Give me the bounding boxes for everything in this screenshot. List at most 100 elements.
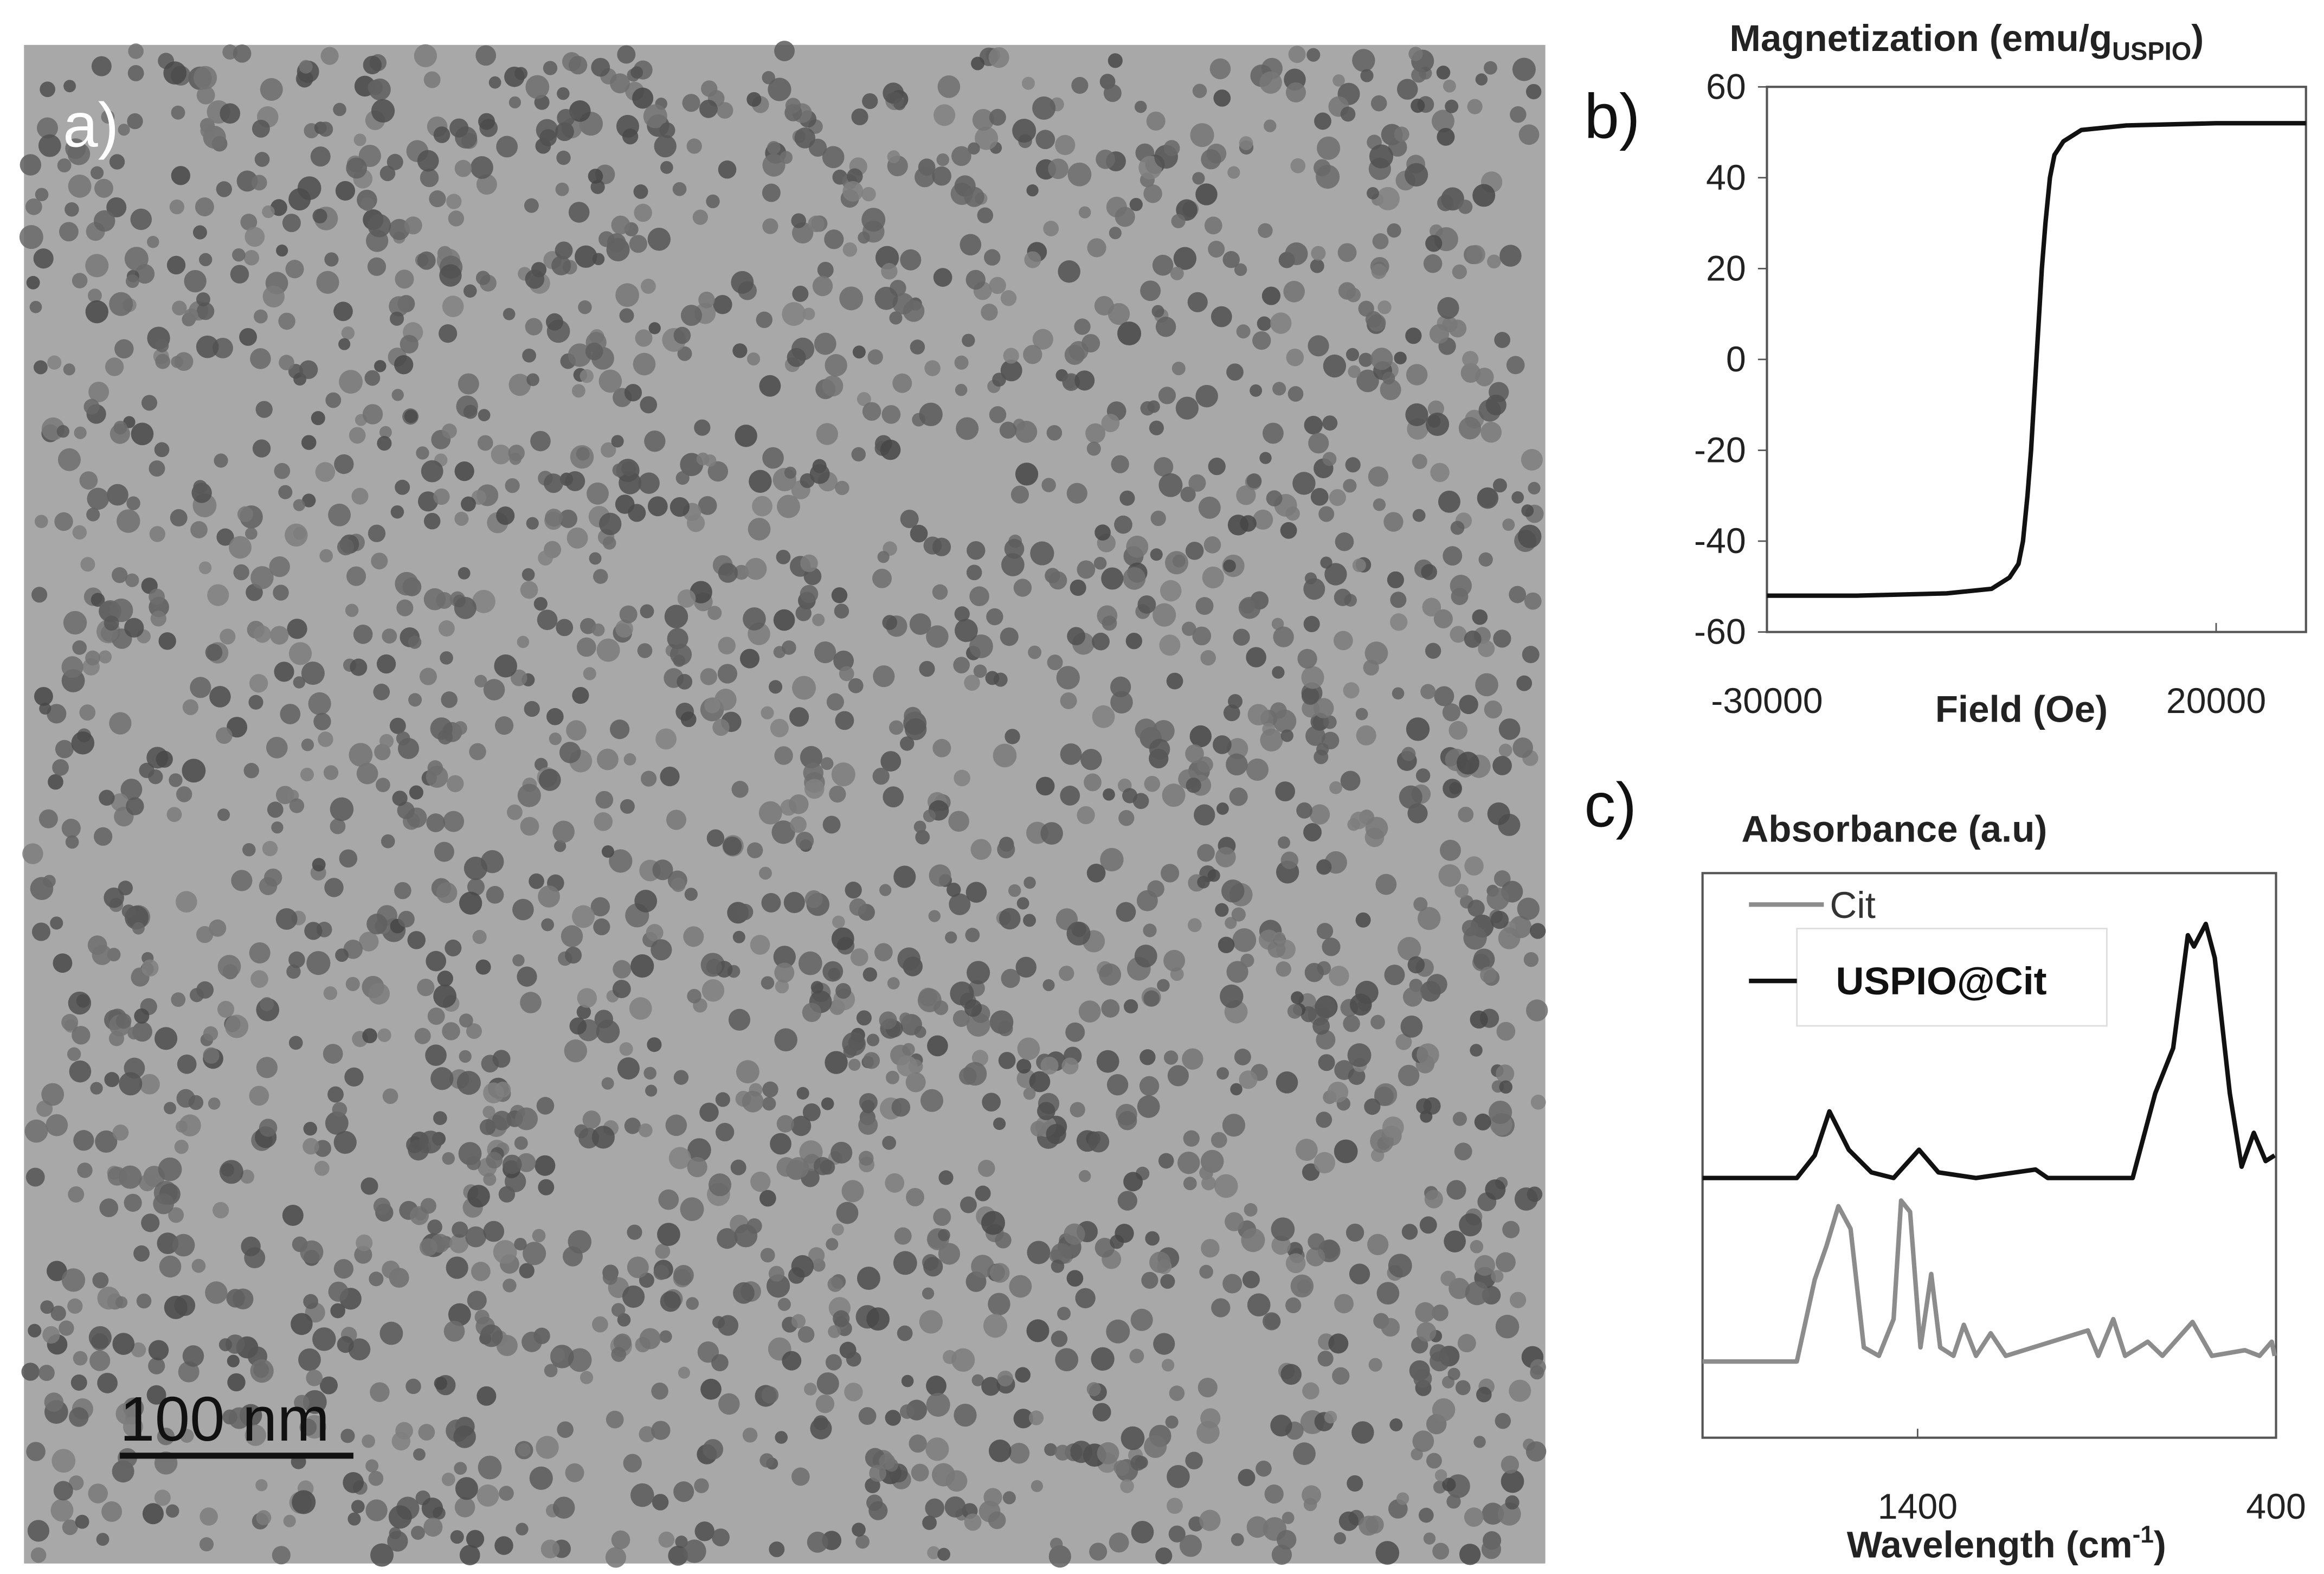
particle bbox=[615, 619, 634, 638]
particle bbox=[1074, 318, 1091, 335]
particle bbox=[1110, 676, 1131, 698]
particle bbox=[377, 1028, 391, 1042]
particle bbox=[981, 1377, 1000, 1396]
particle bbox=[1452, 264, 1467, 279]
particle bbox=[93, 827, 113, 846]
particle bbox=[368, 214, 391, 237]
x-tick-label: 1400 bbox=[1878, 1487, 1958, 1527]
particle bbox=[1002, 1491, 1016, 1505]
particle bbox=[526, 373, 539, 387]
particle bbox=[318, 731, 333, 747]
particle bbox=[549, 733, 562, 746]
particle bbox=[852, 345, 866, 359]
legend-box bbox=[1796, 928, 2108, 1027]
particle bbox=[1211, 1298, 1231, 1318]
particle bbox=[1259, 71, 1282, 94]
particle bbox=[848, 1058, 861, 1071]
particle bbox=[1130, 1308, 1153, 1331]
particle bbox=[389, 717, 406, 734]
particle bbox=[387, 1531, 408, 1552]
particle bbox=[554, 840, 566, 852]
particle bbox=[1288, 46, 1306, 63]
particle bbox=[816, 1372, 839, 1395]
particle bbox=[455, 1477, 478, 1500]
particle bbox=[677, 346, 692, 361]
particle bbox=[147, 235, 159, 248]
particle bbox=[1443, 546, 1463, 566]
particle bbox=[1023, 876, 1036, 889]
particle bbox=[711, 1354, 729, 1372]
particle bbox=[640, 396, 658, 414]
particle bbox=[40, 1300, 54, 1314]
particle bbox=[429, 190, 446, 208]
particle bbox=[899, 736, 915, 751]
particle bbox=[1058, 260, 1080, 283]
particle bbox=[812, 275, 833, 297]
particle bbox=[748, 518, 771, 541]
particle bbox=[716, 1122, 735, 1142]
particle bbox=[572, 905, 595, 928]
particle bbox=[1158, 387, 1176, 404]
particle bbox=[1370, 1014, 1385, 1030]
particle bbox=[969, 634, 993, 658]
particle bbox=[1123, 999, 1138, 1014]
particle bbox=[913, 820, 926, 833]
particle bbox=[267, 801, 284, 818]
particle bbox=[273, 584, 289, 601]
particle bbox=[932, 584, 948, 600]
particle bbox=[1383, 512, 1404, 532]
particle bbox=[796, 1087, 809, 1100]
particle bbox=[687, 1157, 707, 1178]
particle bbox=[1323, 715, 1337, 729]
particle bbox=[1126, 535, 1149, 558]
particle bbox=[792, 285, 809, 302]
particle bbox=[621, 461, 636, 477]
particle bbox=[800, 746, 823, 769]
particle bbox=[1328, 1333, 1349, 1354]
particle bbox=[834, 603, 849, 619]
particle bbox=[1327, 1081, 1349, 1103]
particle bbox=[1466, 245, 1485, 265]
particle bbox=[882, 1135, 897, 1150]
particle bbox=[831, 1141, 853, 1164]
particle bbox=[476, 174, 497, 195]
particle bbox=[283, 1514, 296, 1527]
particle bbox=[333, 1259, 354, 1279]
scale-bar-label: 100 nm bbox=[120, 1384, 330, 1454]
particle bbox=[1026, 1319, 1050, 1342]
particle bbox=[154, 1489, 171, 1506]
particle bbox=[480, 1324, 503, 1347]
particle bbox=[1429, 324, 1450, 344]
particle bbox=[459, 1050, 472, 1063]
particle bbox=[1192, 626, 1212, 646]
particle bbox=[580, 1371, 594, 1384]
particle bbox=[1418, 1507, 1434, 1523]
particle bbox=[1048, 571, 1067, 590]
particle bbox=[1510, 106, 1527, 123]
particle bbox=[1364, 641, 1388, 665]
particle bbox=[839, 666, 854, 682]
particle bbox=[1316, 1030, 1336, 1050]
particle bbox=[802, 307, 815, 320]
particle bbox=[1129, 1348, 1144, 1364]
particle bbox=[394, 355, 414, 375]
particle bbox=[1261, 286, 1281, 305]
particle bbox=[1438, 864, 1462, 887]
particle bbox=[312, 208, 327, 224]
particle bbox=[508, 96, 522, 108]
particle bbox=[1154, 457, 1174, 477]
particle bbox=[1139, 1076, 1160, 1096]
particle bbox=[832, 915, 845, 929]
particle bbox=[251, 175, 267, 191]
particle bbox=[1454, 1142, 1472, 1161]
particle bbox=[1512, 737, 1533, 758]
particle bbox=[1463, 926, 1487, 950]
particle bbox=[1364, 1098, 1381, 1115]
particle bbox=[822, 146, 845, 169]
particle bbox=[97, 1372, 118, 1393]
particle bbox=[707, 606, 722, 620]
particle bbox=[825, 354, 847, 377]
particle bbox=[171, 992, 186, 1007]
particle bbox=[1474, 1113, 1491, 1130]
particle bbox=[319, 549, 333, 563]
